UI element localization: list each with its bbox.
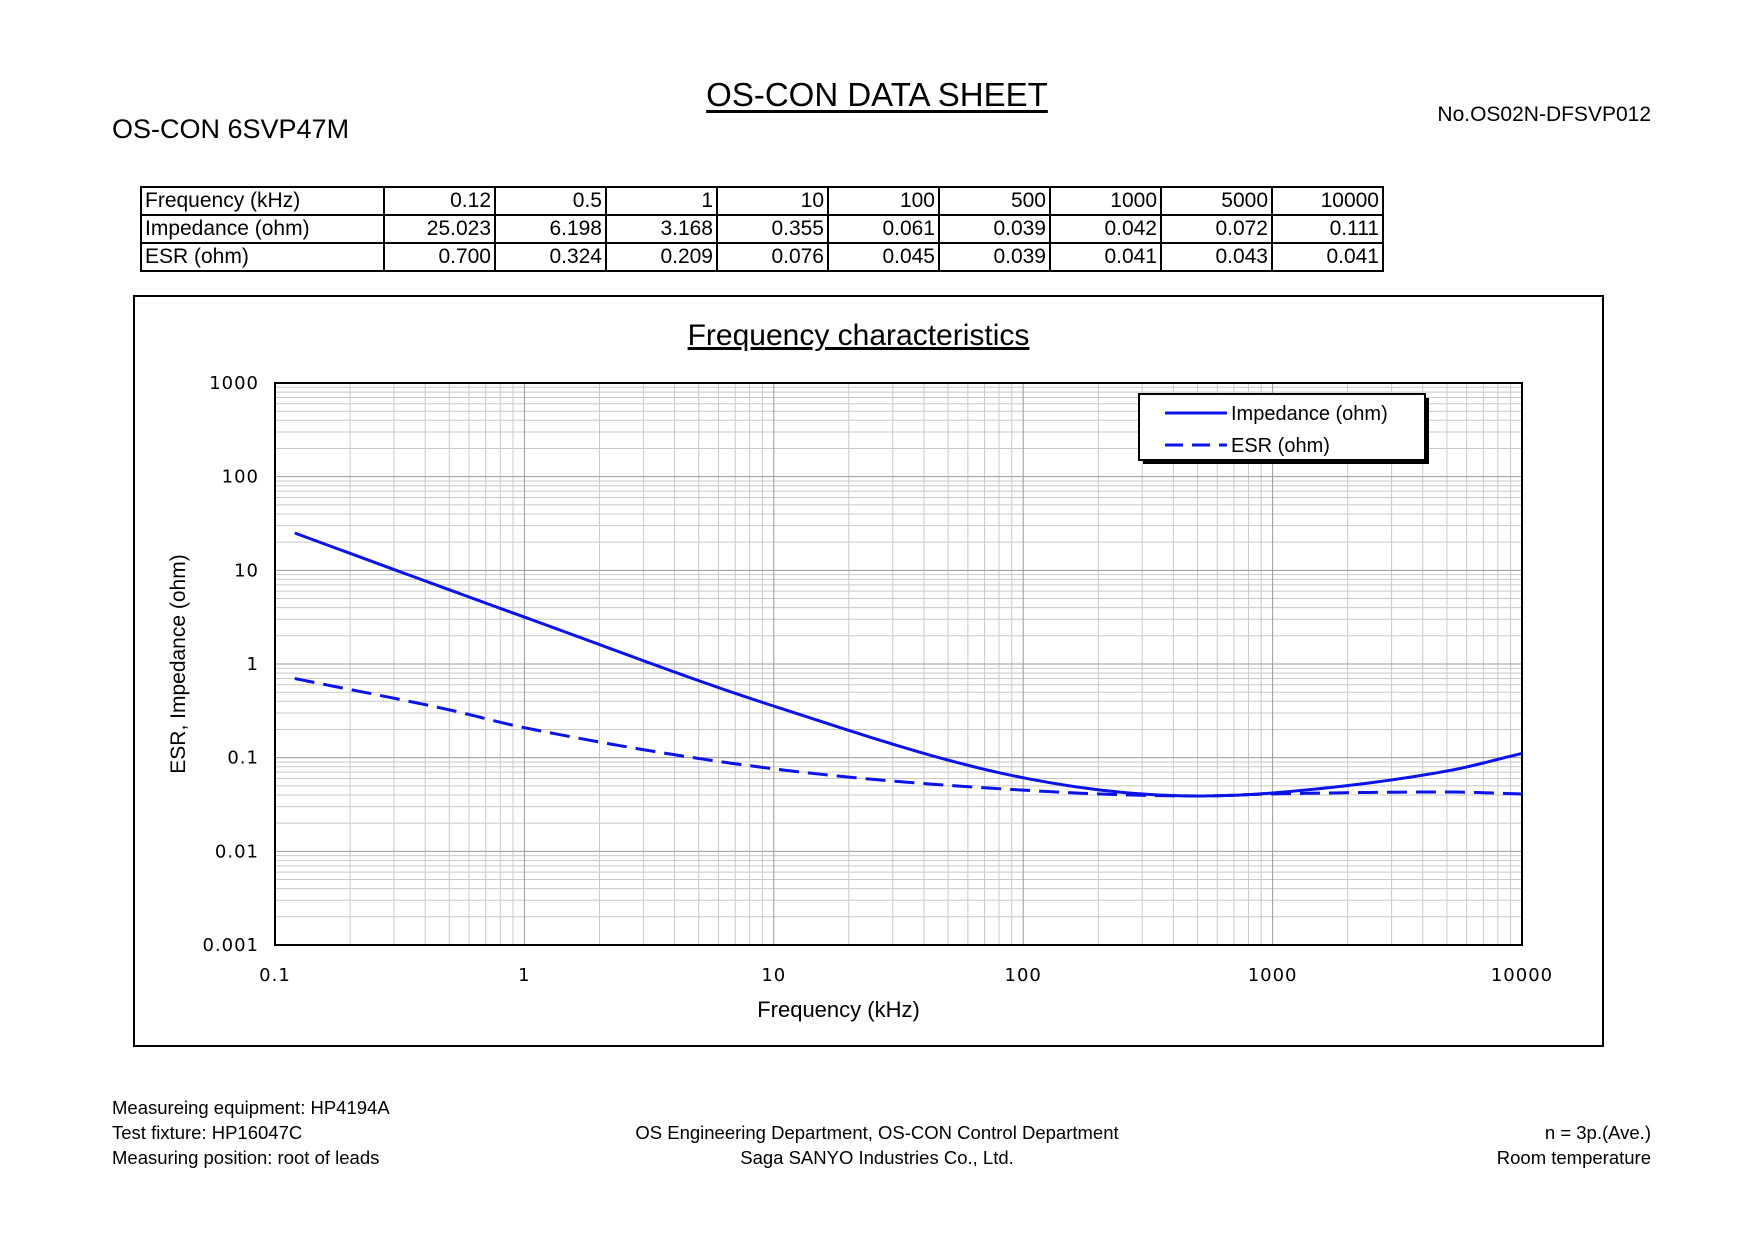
document-title: OS-CON DATA SHEET	[706, 76, 1048, 113]
table-cell: 0.043	[1160, 242, 1273, 272]
table-cell: 1000	[1049, 186, 1162, 216]
condition-text: Room temperature	[1496, 1147, 1651, 1168]
table-cell: 10	[716, 186, 829, 216]
plot-area-border	[274, 382, 1523, 946]
document-number: No.OS02N-DFSVP012	[1437, 103, 1651, 126]
x-tick-label: 0.1	[259, 965, 291, 986]
y-tick-label: 0.1	[227, 748, 259, 769]
fixture-text: Test fixture: HP16047C	[112, 1122, 303, 1143]
table-cell: 0.041	[1271, 242, 1384, 272]
esr-series-line	[294, 677, 1523, 798]
chart-frame: 1000 100 10 1 0.1 0.01 0.001 0.1 1 10 100 1000 10000…	[133, 295, 1604, 1047]
y-tick-label: 1000	[209, 373, 259, 394]
x-tick-label: 10000	[1491, 965, 1553, 986]
table-cell: 100	[827, 186, 940, 216]
y-tick-label: 0.01	[215, 841, 259, 862]
y-tick-label: 1	[247, 654, 259, 675]
table-cell: 5000	[1160, 186, 1273, 216]
footer-left: Measureing equipment: HP4194A Test fixtu…	[112, 1095, 390, 1170]
table-cell: 0.324	[494, 242, 607, 272]
table-cell: 6.198	[494, 214, 607, 244]
footer-center: OS Engineering Department, OS-CON Contro…	[0, 1120, 1754, 1170]
department-text: OS Engineering Department, OS-CON Contro…	[635, 1122, 1119, 1143]
x-tick-label: 10	[761, 965, 786, 986]
x-tick-label: 100	[1005, 965, 1042, 986]
y-tick-label: 0.001	[202, 935, 259, 956]
y-tick-label: 10	[234, 560, 259, 581]
samples-text: n = 3p.(Ave.)	[1544, 1122, 1651, 1143]
part-number: OS-CON 6SVP47M	[112, 114, 350, 144]
table-row: ESR (ohm) 0.700 0.324 0.209 0.076 0.045 0.039 0…	[140, 242, 1384, 272]
table-cell: 0.061	[827, 214, 940, 244]
table-cell: 0.042	[1049, 214, 1162, 244]
table-row: Frequency (kHz) 0.12 0.5 1 10 100 500 1000 5000 1…	[140, 186, 1384, 216]
table-cell: 0.039	[938, 242, 1051, 272]
table-cell: 0.072	[1160, 214, 1273, 244]
y-tick-label: 100	[222, 467, 259, 488]
table-cell: 0.076	[716, 242, 829, 272]
table-cell: 0.041	[1049, 242, 1162, 272]
company-text: Saga SANYO Industries Co., Ltd.	[740, 1147, 1014, 1168]
chart-title: Frequency characteristics	[688, 319, 1030, 352]
table-cell: 0.209	[605, 242, 718, 272]
table-cell: 500	[938, 186, 1051, 216]
table-cell: 10000	[1271, 186, 1384, 216]
y-axis-label: ESR, Impedance (ohm)	[167, 554, 190, 773]
table-cell: 25.023	[383, 214, 496, 244]
table-cell: 0.355	[716, 214, 829, 244]
x-tick-label: 1	[518, 965, 530, 986]
x-tick-label: 1000	[1248, 965, 1298, 986]
footer-right: n = 3p.(Ave.) Room temperature	[1497, 1120, 1651, 1170]
table-row-label: Impedance (ohm)	[140, 214, 385, 244]
table-cell: 1	[605, 186, 718, 216]
impedance-series-line	[294, 531, 1523, 798]
legend-label: Impedance (ohm)	[1231, 403, 1388, 425]
table-cell: 0.045	[827, 242, 940, 272]
table-row-label: Frequency (kHz)	[140, 186, 385, 216]
table-cell: 0.5	[494, 186, 607, 216]
table-cell: 3.168	[605, 214, 718, 244]
table-cell: 0.039	[938, 214, 1051, 244]
measurement-table: Frequency (kHz) 0.12 0.5 1 10 100 500 1000 5000 1…	[140, 186, 1384, 272]
legend-box	[1138, 393, 1426, 461]
table-cell: 0.700	[383, 242, 496, 272]
table-cell: 0.12	[383, 186, 496, 216]
x-axis-label: Frequency (kHz)	[757, 997, 920, 1022]
table-row-label: ESR (ohm)	[140, 242, 385, 272]
measurement-table-body: Frequency (kHz) 0.12 0.5 1 10 100 500 1000 5000 1…	[140, 186, 1384, 272]
equipment-text: Measureing equipment: HP4194A	[112, 1097, 390, 1118]
legend-label: ESR (ohm)	[1231, 435, 1330, 457]
position-text: Measuring position: root of leads	[112, 1147, 380, 1168]
table-row: Impedance (ohm) 25.023 6.198 3.168 0.355 0.06…	[140, 214, 1384, 244]
table-cell: 0.111	[1271, 214, 1384, 244]
